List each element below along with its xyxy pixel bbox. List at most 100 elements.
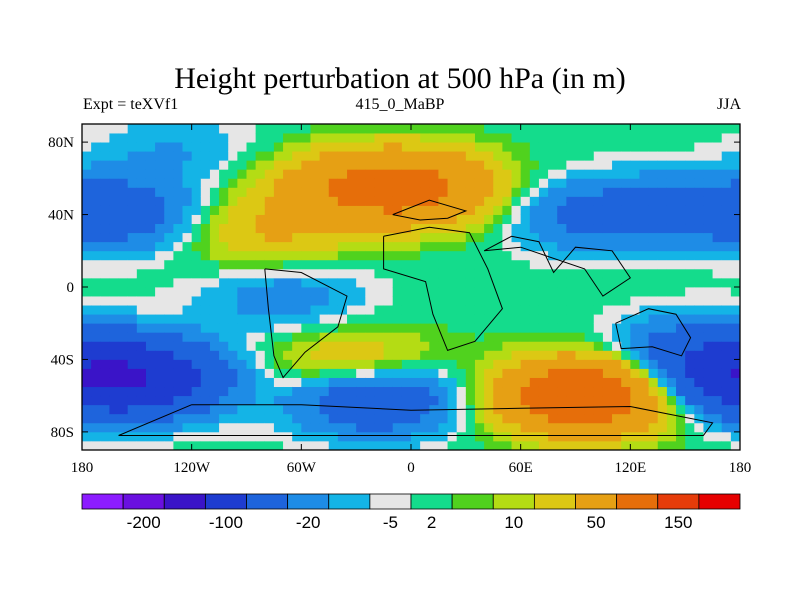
field-cell: [219, 178, 229, 188]
field-cell: [420, 350, 430, 360]
field-cell: [283, 296, 293, 306]
field-cell: [502, 223, 512, 234]
field-cell: [685, 296, 695, 306]
field-cell: [447, 377, 458, 388]
field-cell: [703, 250, 713, 261]
field-cell: [456, 169, 467, 179]
field-cell: [164, 350, 174, 360]
field-cell: [602, 395, 613, 406]
field-cell: [511, 395, 522, 406]
field-cell: [657, 169, 668, 179]
field-cell: [347, 296, 357, 306]
field-cell: [319, 124, 330, 134]
field-cell: [676, 241, 686, 252]
field-cell: [155, 440, 165, 451]
field-cell: [566, 341, 576, 351]
field-cell: [575, 133, 586, 143]
field-cell: [319, 169, 330, 179]
field-cell: [520, 440, 531, 451]
field-cell: [648, 440, 659, 451]
field-cell: [447, 214, 458, 225]
field-cell: [493, 259, 503, 270]
field-cell: [621, 268, 631, 279]
field-cell: [712, 305, 723, 315]
field-cell: [401, 404, 412, 415]
field-cell: [383, 187, 394, 197]
y-tick-label: 80S: [51, 425, 74, 441]
field-cell: [538, 178, 549, 188]
field-cell: [621, 187, 631, 197]
field-cell: [164, 323, 174, 333]
field-cell: [730, 151, 741, 161]
colorbar-swatch: [657, 493, 700, 510]
field-cell: [630, 124, 640, 134]
field-cell: [164, 223, 174, 234]
field-cell: [557, 241, 567, 252]
field-cell: [283, 142, 293, 152]
field-cell: [484, 350, 494, 360]
field-cell: [557, 404, 567, 415]
field-cell: [694, 386, 704, 397]
field-cell: [228, 250, 238, 261]
field-cell: [593, 169, 604, 179]
field-cell: [310, 314, 321, 324]
field-cell: [173, 160, 183, 170]
chart-title: Height perturbation at 500 hPa (in m): [174, 62, 626, 95]
field-cell: [200, 440, 211, 451]
field-cell: [383, 223, 394, 234]
field-cell: [566, 305, 576, 315]
field-cell: [456, 368, 467, 378]
field-cell: [730, 395, 741, 406]
field-cell: [511, 268, 522, 279]
field-cell: [182, 223, 193, 234]
field-cell: [676, 305, 686, 315]
field-cell: [484, 151, 494, 161]
field-cell: [438, 223, 448, 234]
field-cell: [392, 440, 403, 451]
field-cell: [392, 133, 403, 143]
field-cell: [648, 377, 659, 388]
field-cell: [676, 187, 686, 197]
field-cell: [91, 232, 101, 243]
field-cell: [666, 124, 677, 134]
field-cell: [118, 187, 129, 197]
field-cell: [100, 133, 110, 143]
field-cell: [347, 341, 357, 351]
field-cell: [246, 431, 257, 442]
field-cell: [255, 296, 266, 306]
field-cell: [337, 350, 348, 360]
field-cell: [584, 413, 595, 424]
field-cell: [292, 259, 302, 270]
field-cell: [337, 259, 348, 270]
field-cell: [356, 268, 366, 279]
field-cell: [401, 151, 412, 161]
field-cell: [283, 395, 293, 406]
field-cell: [484, 268, 494, 279]
field-cell: [721, 431, 732, 442]
field-cell: [310, 305, 321, 315]
field-cell: [365, 377, 375, 388]
field-cell: [721, 395, 732, 406]
field-cell: [118, 332, 129, 342]
field-cell: [612, 133, 622, 143]
field-cell: [136, 277, 147, 288]
field-cell: [639, 377, 650, 388]
field-cell: [612, 151, 622, 161]
field-cell: [228, 268, 238, 279]
field-cell: [374, 277, 384, 288]
field-cell: [630, 395, 640, 406]
field-cell: [456, 196, 467, 206]
field-cell: [219, 151, 229, 161]
field-cell: [529, 323, 540, 333]
field-cell: [283, 124, 293, 134]
field-cell: [264, 250, 275, 261]
field-cell: [548, 359, 558, 369]
field-cell: [319, 395, 330, 406]
field-cell: [630, 277, 640, 288]
field-cell: [657, 431, 668, 442]
field-cell: [666, 404, 677, 415]
field-cell: [584, 395, 595, 406]
field-cell: [136, 178, 147, 188]
field-cell: [447, 413, 458, 424]
field-cell: [209, 395, 220, 406]
